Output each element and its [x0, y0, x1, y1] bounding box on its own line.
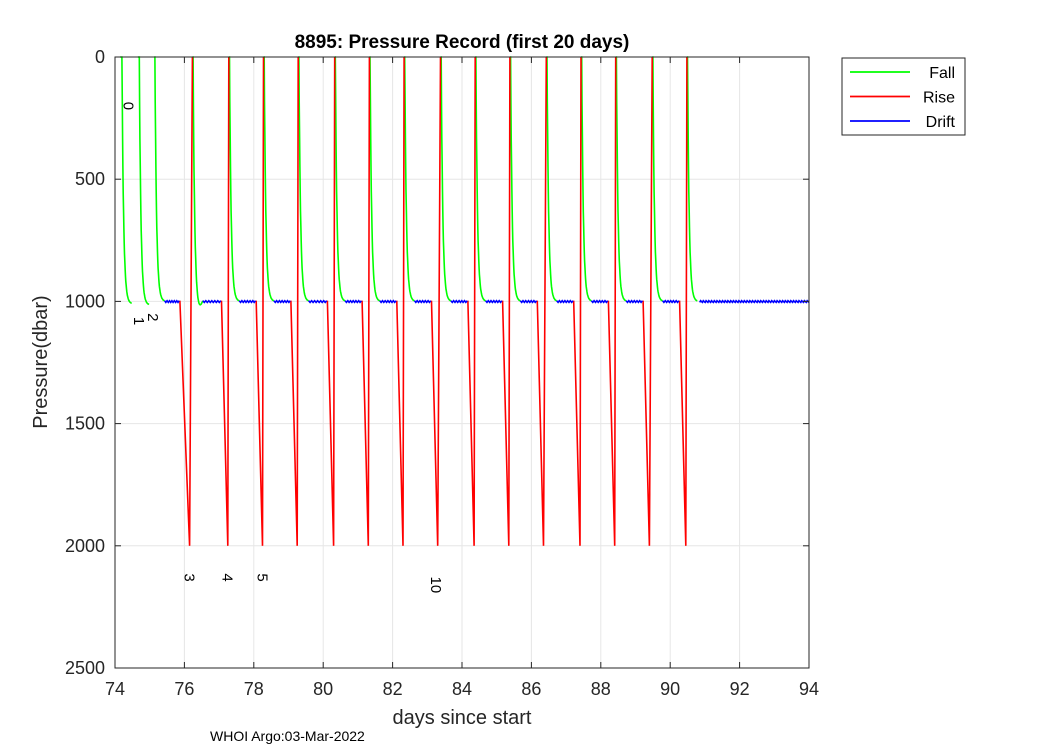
drift-line [163, 299, 180, 304]
y-axis-ticks: 0 500 1000 1500 2000 2500 [65, 47, 809, 678]
footer-credit: WHOI Argo:03-Mar-2022 [210, 728, 365, 744]
drift-line [519, 299, 538, 304]
y-tick-label: 500 [75, 169, 105, 189]
fall-line [580, 56, 592, 302]
x-axis-ticks: 74 76 78 80 82 84 86 88 90 92 94 [105, 57, 819, 699]
x-tick-label: 74 [105, 679, 125, 699]
drift-line [238, 299, 257, 304]
fall-line [137, 56, 150, 306]
x-tick-label: 90 [660, 679, 680, 699]
fall-line [263, 56, 275, 302]
cycle-label: 1 [130, 317, 147, 325]
cycle-label: 10 [427, 577, 444, 594]
x-tick-label: 88 [591, 679, 611, 699]
chart-title: 8895: Pressure Record (first 20 days) [295, 32, 630, 53]
drift-line [661, 299, 680, 304]
fall-line [154, 56, 165, 302]
drift-line [625, 299, 644, 304]
cycle-label: 3 [180, 573, 197, 581]
drift-line [344, 299, 363, 304]
drift-line-final [698, 299, 810, 304]
cycle-label: 2 [144, 313, 161, 321]
x-tick-label: 76 [174, 679, 194, 699]
cycle-label: 5 [253, 573, 270, 581]
drift-line [450, 299, 468, 304]
fall-line [403, 56, 415, 302]
y-tick-label: 2000 [65, 536, 105, 556]
cycle-label: 0 [120, 102, 137, 110]
fall-line [652, 56, 663, 302]
y-tick-label: 1000 [65, 291, 105, 311]
fall-line [440, 56, 452, 302]
legend: Fall Rise Drift [841, 57, 966, 136]
x-tick-label: 92 [730, 679, 750, 699]
y-tick-label: 0 [95, 47, 105, 67]
fall-line [369, 56, 380, 302]
fall-line [334, 56, 346, 302]
cycle-annotations: 0 12 3 4 5 10 [120, 102, 444, 594]
y-tick-label: 1500 [65, 414, 105, 434]
fall-line [475, 56, 486, 302]
y-tick-label: 2500 [65, 658, 105, 678]
legend-label-drift: Drift [926, 114, 956, 131]
fall-line [192, 56, 204, 306]
x-tick-label: 94 [799, 679, 819, 699]
fall-line [509, 56, 521, 302]
drift-line [379, 299, 397, 304]
drift-line [590, 299, 609, 304]
drift-line [413, 299, 432, 304]
x-tick-label: 82 [383, 679, 403, 699]
legend-label-fall: Fall [929, 65, 955, 82]
fall-line [298, 56, 309, 302]
series-fall [120, 56, 698, 306]
fall-line [120, 56, 132, 304]
x-axis-title: days since start [393, 707, 532, 729]
y-axis-title: Pressure(dbar) [30, 295, 52, 428]
cycle-label: 4 [219, 573, 236, 581]
x-tick-label: 84 [452, 679, 472, 699]
fall-line [228, 56, 240, 302]
x-tick-label: 78 [244, 679, 264, 699]
x-tick-label: 80 [313, 679, 333, 699]
drift-line [484, 299, 503, 304]
drift-line [308, 299, 328, 304]
drift-line [273, 299, 291, 304]
legend-label-rise: Rise [923, 90, 955, 107]
x-tick-label: 86 [521, 679, 541, 699]
series-drift [163, 299, 810, 304]
drift-line [202, 299, 222, 304]
drift-line [556, 299, 574, 304]
fall-line [615, 56, 627, 302]
fall-line [546, 56, 557, 302]
fall-line [686, 56, 698, 302]
